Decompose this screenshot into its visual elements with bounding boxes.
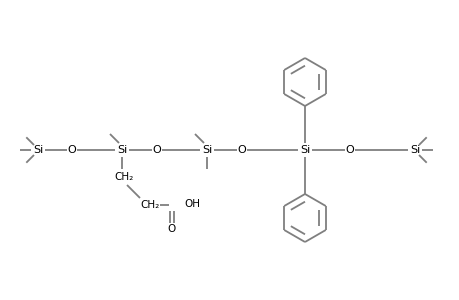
Text: O: O [67,145,76,155]
Text: O: O [345,145,353,155]
Text: OH: OH [184,199,200,209]
Text: O: O [237,145,246,155]
Text: O: O [168,224,176,234]
Text: Si: Si [33,145,43,155]
Text: Si: Si [299,145,309,155]
Text: Si: Si [117,145,127,155]
Text: CH₂: CH₂ [140,200,159,210]
Text: Si: Si [202,145,212,155]
Text: O: O [152,145,161,155]
Text: Si: Si [409,145,419,155]
Text: CH₂: CH₂ [114,172,133,182]
